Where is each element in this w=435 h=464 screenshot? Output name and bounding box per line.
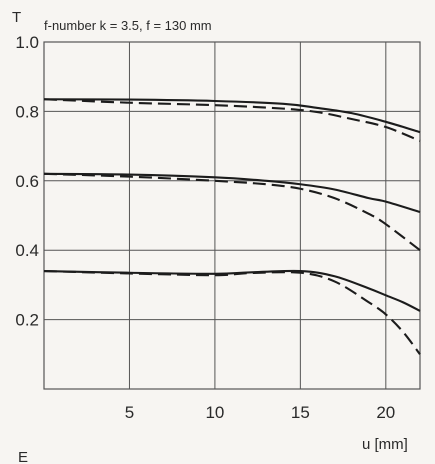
plot-frame: [43, 41, 421, 390]
x-tick-label: 20: [376, 403, 395, 422]
y-tick-label: 0.8: [15, 102, 39, 121]
series-line-4-dashed: [43, 172, 421, 252]
y-tick-label: 0.4: [15, 241, 39, 260]
series-line-2-dashed: [43, 98, 421, 142]
series-line-5-solid: [43, 269, 421, 312]
series-line-1-solid: [43, 98, 421, 134]
x-tick-label: 10: [205, 403, 224, 422]
y-tick-label: 0.6: [15, 172, 39, 191]
y-tick-label: 1.0: [15, 33, 39, 52]
y-tick-label: 0.2: [15, 311, 39, 330]
grid: [43, 41, 421, 390]
series-group: [43, 98, 421, 355]
x-tick-labels: 5 10 15 20: [125, 403, 396, 422]
x-tick-label: 5: [125, 403, 134, 422]
corner-letter: E: [18, 449, 28, 464]
y-tick-labels: 0.2 0.4 0.6 0.8 1.0: [15, 33, 39, 330]
series-line-6-dashed: [43, 269, 421, 355]
x-axis-label: u [mm]: [362, 436, 408, 453]
chart-title: f-number k = 3.5, f = 130 mm: [44, 18, 212, 33]
x-tick-label: 15: [291, 403, 310, 422]
y-axis-label: T: [12, 9, 21, 26]
series-line-3-solid: [43, 172, 421, 214]
